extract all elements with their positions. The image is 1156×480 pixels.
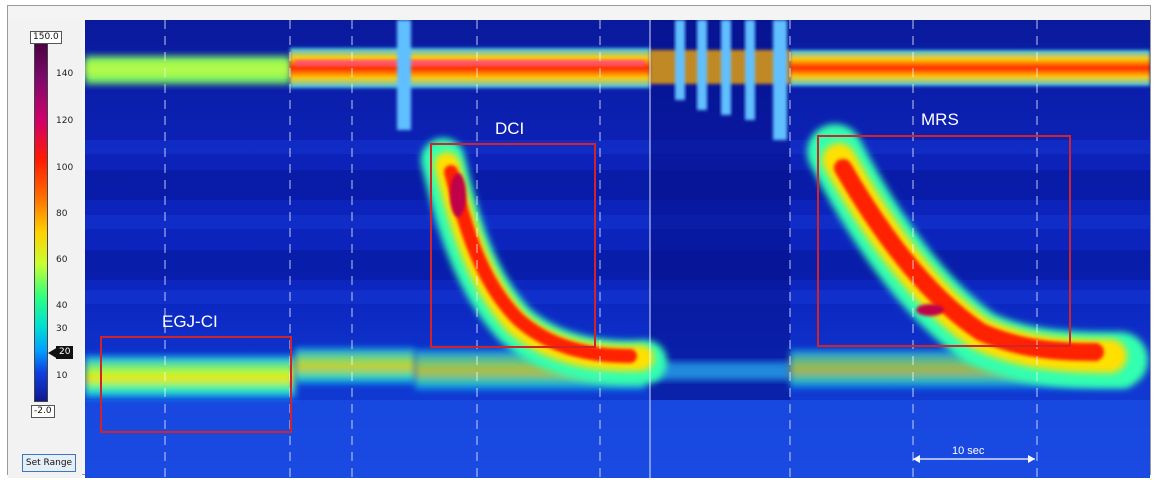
scale-tick-10: 10 <box>56 371 68 381</box>
dci-label: DCI <box>495 119 525 138</box>
scale-max-label: 150.0 <box>30 31 62 44</box>
mrs-label: MRS <box>921 110 959 129</box>
mrs-contraction <box>807 124 1148 388</box>
upper-sphincter-band <box>85 20 1150 140</box>
scale-min-label: -2.0 <box>31 405 55 418</box>
time-gridlines <box>164 20 1038 478</box>
dci-box <box>430 143 596 348</box>
time-scale-bar <box>913 455 1035 463</box>
scale-tick-100: 100 <box>56 163 74 173</box>
lower-region <box>85 400 1150 478</box>
egj-ci-box <box>100 336 292 433</box>
set-range-button[interactable]: Set Range <box>22 454 76 472</box>
scale-tick-120: 120 <box>56 116 74 126</box>
pressure-topography-plot <box>85 20 1150 478</box>
scale-tick-30: 30 <box>56 324 68 334</box>
threshold-marker-icon[interactable] <box>48 347 58 359</box>
threshold-marker-value[interactable]: 20 <box>56 346 74 359</box>
scale-tick-60: 60 <box>56 255 68 265</box>
pressure-colorbar <box>34 40 48 402</box>
dci-contraction <box>421 138 667 385</box>
background-bands <box>85 140 1150 304</box>
scale-tick-40: 40 <box>56 301 68 311</box>
scale-tick-140: 140 <box>56 69 74 79</box>
mrs-box <box>817 135 1071 347</box>
time-scale-label: 10 sec <box>952 445 985 457</box>
egj-ci-label: EGJ-CI <box>162 312 218 331</box>
scale-tick-80: 80 <box>56 209 68 219</box>
